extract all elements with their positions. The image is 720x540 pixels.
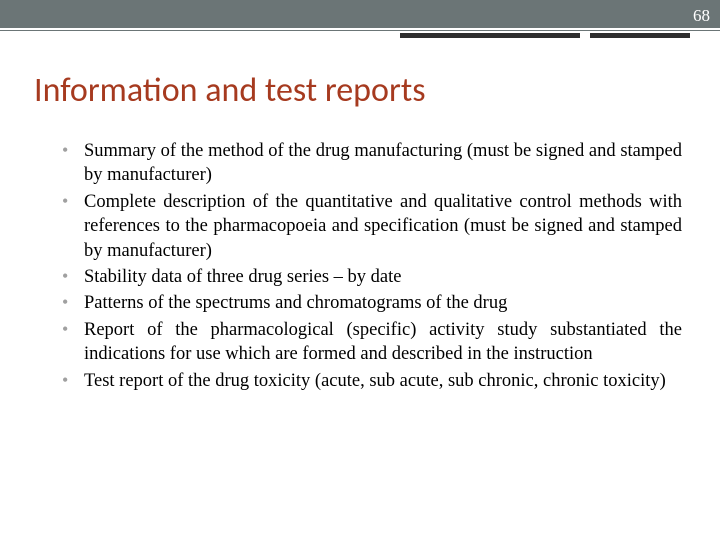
slide-content: Information and test reports Summary of … [0,40,720,393]
slide-title: Information and test reports [34,70,682,111]
slide-header: 68 [0,0,720,40]
list-item: Test report of the drug toxicity (acute,… [62,369,682,393]
thick-divider-left [400,33,580,38]
thin-divider [0,30,720,31]
header-lines [0,28,720,40]
page-number: 68 [693,6,710,26]
thick-divider-right [590,33,690,38]
list-item: Complete description of the quantitative… [62,190,682,263]
header-bar: 68 [0,0,720,28]
list-item: Summary of the method of the drug manufa… [62,139,682,188]
list-item: Stability data of three drug series – by… [62,265,682,289]
list-item: Report of the pharmacological (specific)… [62,318,682,367]
list-item: Patterns of the spectrums and chromatogr… [62,291,682,315]
bullet-list: Summary of the method of the drug manufa… [38,139,682,393]
